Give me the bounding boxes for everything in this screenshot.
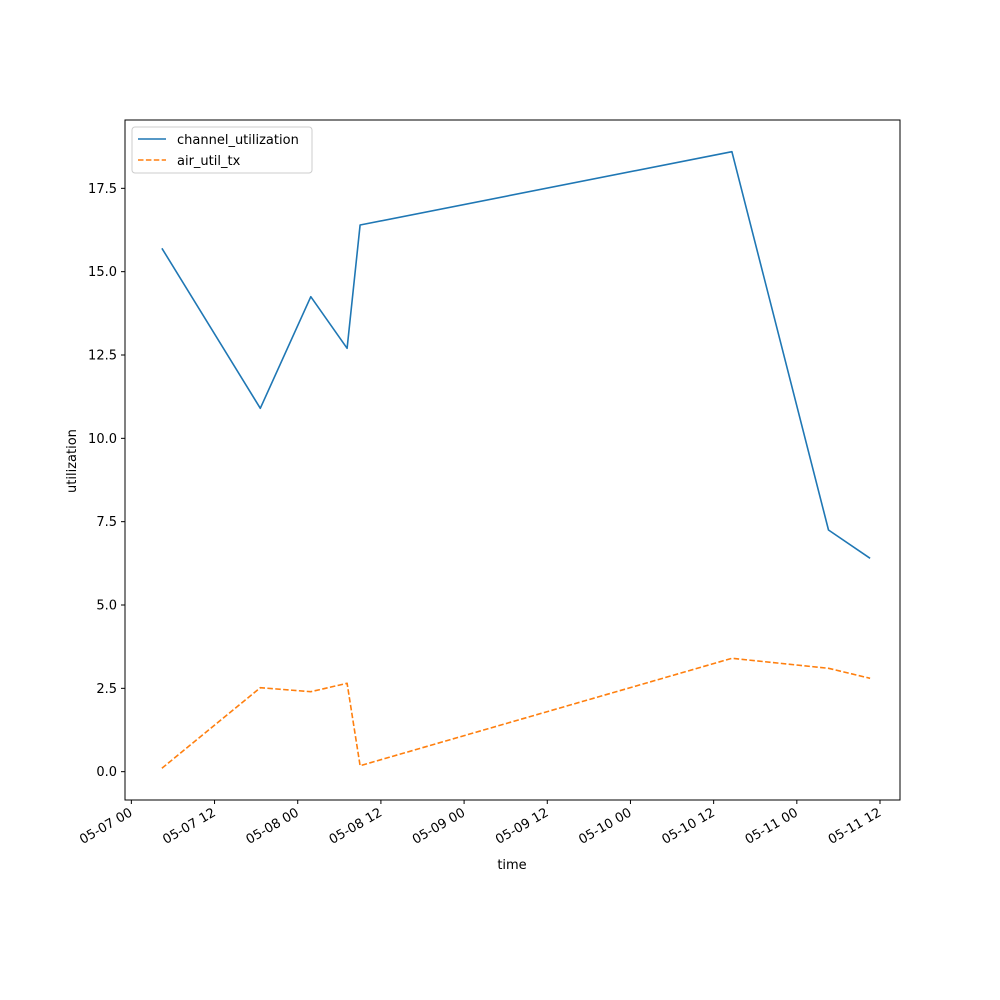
y-tick-label: 10.0 [88,432,117,447]
y-tick-label: 7.5 [96,515,117,530]
series-line-channel-utilization [161,150,871,559]
y-tick-label: 5.0 [96,599,117,614]
y-axis-label: utilization [65,429,80,493]
y-axis: 0.0 2.5 5.0 7.5 10.0 12.5 15.0 17.5 [88,182,125,780]
y-tick-label: 12.5 [88,349,117,364]
y-tick-label: 2.5 [96,682,117,697]
legend-label-air-util-tx: air_util_tx [177,154,241,169]
y-tick-label: 0.0 [96,765,117,780]
legend-label-channel-utilization: channel_utilization [177,133,299,148]
legend: channel_utilization air_util_tx [131,126,313,174]
y-tick-label: 15.0 [88,265,117,280]
plot-frame [124,119,901,801]
y-tick-label: 17.5 [88,182,117,197]
x-axis-label: time [497,858,526,873]
series-line-air-util-tx [161,657,871,769]
legend-frame [131,126,313,174]
series-layer [161,150,871,769]
